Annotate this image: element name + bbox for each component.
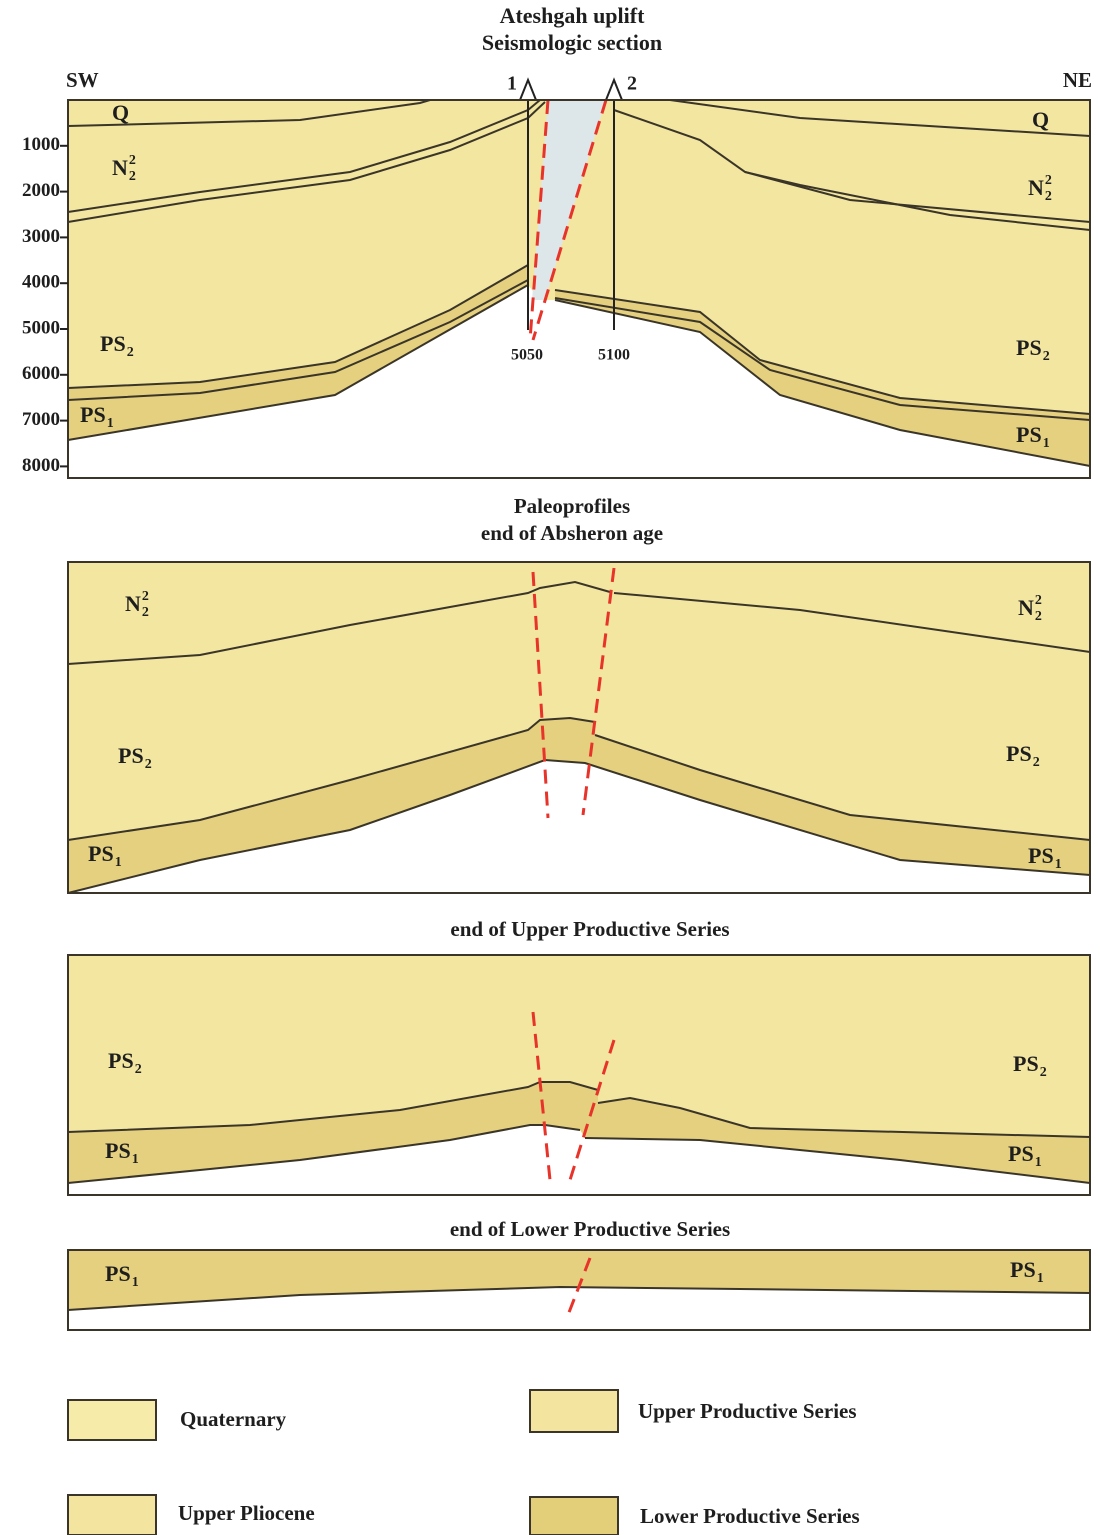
panel-title: end of Absheron age [481, 521, 663, 545]
depth-tick-label: 2000 [22, 180, 60, 201]
depth-tick-label: 1000 [22, 134, 60, 155]
layer-label-sub: 2 [1040, 1065, 1047, 1080]
layer-label-sub: 1 [107, 416, 114, 431]
depth-tick-label: 3000 [22, 226, 60, 247]
layer-label-sup: 2 [142, 589, 149, 604]
layer-label-sup: 2 [1035, 593, 1042, 608]
direction-left: SW [66, 68, 99, 92]
layer-label: Q [1032, 107, 1049, 132]
layer-label: PS [1006, 741, 1032, 766]
layer-label-sub: 1 [1043, 436, 1050, 451]
depth-tick-label: 5000 [22, 317, 60, 338]
depth-tick-label: 7000 [22, 409, 60, 430]
layer-label-sub: 1 [1055, 857, 1062, 872]
layer-label: N [125, 591, 141, 616]
layer-label-sub: 2 [1035, 609, 1042, 624]
legend-label: Lower Productive Series [640, 1504, 860, 1528]
seismic-section [67, 77, 1091, 479]
legend-label: Quaternary [180, 1407, 287, 1431]
layer-label: N [112, 155, 128, 180]
layer-label: PS [1016, 335, 1042, 360]
paleoprofile-lower-ps [67, 1249, 1091, 1331]
layer-label: PS [88, 841, 114, 866]
layer-label-sub: 2 [127, 345, 134, 360]
layer-label-sub: 2 [135, 1062, 142, 1077]
section-title: Paleoprofiles [514, 494, 630, 518]
layer-label-sub: 1 [132, 1152, 139, 1167]
layer-label: PS [1008, 1141, 1034, 1166]
layer-label: PS [1016, 422, 1042, 447]
layer-label: PS [80, 402, 106, 427]
depth-tick-label: 4000 [22, 272, 60, 293]
layer-label: PS [105, 1138, 131, 1163]
depth-tick-label: 8000 [22, 455, 60, 476]
layer-label-sup: 2 [129, 153, 136, 168]
paleoprofile-absheron [67, 561, 1091, 894]
subtitle: Seismologic section [482, 30, 662, 55]
layer-label-sub: 2 [1033, 755, 1040, 770]
well-depth: 5100 [598, 347, 630, 364]
layer-label: N [1018, 595, 1034, 620]
well-depth: 5050 [511, 347, 543, 364]
layer-label-sub: 1 [132, 1275, 139, 1290]
well-label: 2 [627, 73, 637, 95]
title: Ateshgah uplift [500, 3, 646, 28]
layer-label-sub: 1 [115, 855, 122, 870]
layer-label-sub: 2 [1043, 349, 1050, 364]
layer-label-sub: 2 [142, 605, 149, 620]
layer-label-sup: 2 [1045, 173, 1052, 188]
direction-right: NE [1063, 68, 1092, 92]
well-label: 1 [507, 73, 517, 95]
legend: Quaternary Upper Productive Series Upper… [67, 1389, 860, 1535]
layer-label: PS [1028, 843, 1054, 868]
layer-label: PS [108, 1048, 134, 1073]
legend-label: Upper Productive Series [638, 1399, 857, 1423]
layer-label: PS [1013, 1051, 1039, 1076]
legend-label: Upper Pliocene [178, 1501, 315, 1525]
layer-label: PS [1010, 1257, 1036, 1282]
layer-label-sub: 2 [145, 757, 152, 772]
layer-label-sub: 2 [129, 169, 136, 184]
layer-label: PS [118, 743, 144, 768]
layer-label: N [1028, 175, 1044, 200]
layer-label: PS [105, 1261, 131, 1286]
depth-tick-label: 6000 [22, 363, 60, 384]
panel-title: end of Upper Productive Series [450, 917, 729, 941]
layer-label-sub: 1 [1037, 1271, 1044, 1286]
panel-title: end of Lower Productive Series [450, 1217, 730, 1241]
layer-label: PS [100, 331, 126, 356]
paleoprofile-upper-ps [67, 954, 1091, 1196]
layer-label-sub: 1 [1035, 1155, 1042, 1170]
layer-label: Q [112, 100, 129, 125]
layer-label-sub: 2 [1045, 189, 1052, 204]
